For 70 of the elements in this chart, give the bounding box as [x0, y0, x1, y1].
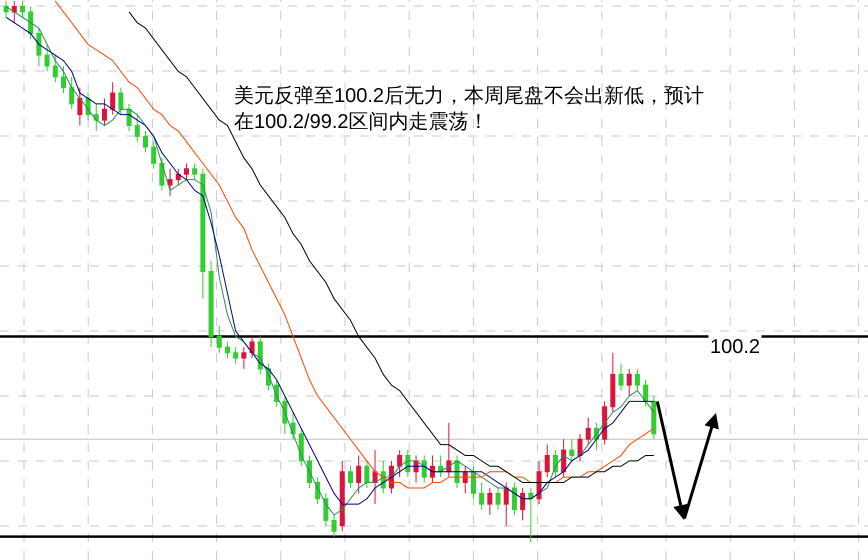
- candlestick: [12, 0, 17, 24]
- candlestick: [323, 492, 328, 526]
- candlestick: [578, 433, 583, 462]
- candlestick: [306, 454, 312, 488]
- candlestick: [340, 460, 345, 532]
- candlestick: [586, 417, 591, 446]
- candlestick: [298, 428, 304, 467]
- candlestick: [462, 466, 468, 494]
- candlestick: [438, 454, 444, 478]
- candlestick: [77, 87, 82, 126]
- candlestick: [110, 82, 116, 116]
- candlestick: [44, 44, 50, 72]
- candlestick: [520, 487, 526, 521]
- candlestick: [102, 98, 107, 126]
- candlestick: [643, 379, 648, 408]
- candlestick: [36, 28, 42, 66]
- candlestick: [651, 395, 656, 440]
- candlestick: [241, 346, 246, 370]
- candlestick: [142, 130, 148, 154]
- candlestick: [69, 76, 74, 110]
- candlestick: [618, 363, 624, 392]
- candlestick: [561, 438, 566, 478]
- candlestick: [94, 103, 99, 132]
- candlestick: [192, 162, 198, 180]
- candlestick: [151, 141, 156, 170]
- candlestick: [290, 412, 296, 440]
- candlestick: [224, 341, 230, 359]
- candlestick: [504, 482, 509, 526]
- candlestick: [208, 260, 214, 348]
- candlestick: [332, 514, 337, 538]
- annotation: 美元反弹至100.2后无力，本周尾盘不会出新低，预计在100.2/99.2区间内走震荡！: [234, 84, 704, 133]
- candlestick: [487, 487, 492, 516]
- candlestick: [536, 460, 542, 505]
- candlestick: [176, 168, 181, 186]
- candlestick: [60, 66, 66, 94]
- candlestick: [233, 346, 238, 364]
- candlestick: [397, 450, 402, 478]
- candlestick: [52, 54, 58, 83]
- candlestick: [216, 325, 222, 354]
- candlestick: [610, 352, 616, 413]
- candlestick: [446, 422, 452, 478]
- candlestick: [348, 466, 353, 488]
- candlestick: [364, 460, 370, 488]
- candlestick: [372, 450, 378, 505]
- candlestick: [470, 466, 476, 500]
- candlestick: [544, 444, 550, 478]
- candlestick: [528, 487, 534, 543]
- candlestick: [159, 157, 164, 191]
- candlestick: [430, 454, 435, 484]
- candlestick: [168, 168, 173, 196]
- candlestick: [356, 454, 362, 494]
- candlestick: [28, 6, 34, 40]
- candlestick: [184, 162, 189, 180]
- candlestick: [422, 454, 427, 484]
- candlestick: [634, 368, 640, 392]
- candlestick: [602, 400, 608, 446]
- candlestick: [118, 87, 124, 116]
- candlestick: [200, 168, 206, 300]
- candlestick: [626, 368, 632, 396]
- candlestick: [479, 482, 484, 510]
- candlestick: [569, 438, 574, 462]
- candlestick: [496, 487, 501, 510]
- candlestick: [250, 336, 255, 359]
- candlestick: [512, 482, 517, 516]
- candlestick: [258, 336, 263, 375]
- text: 100.2: [710, 336, 760, 358]
- candlestick: [134, 114, 140, 142]
- candlestick: [4, 0, 9, 18]
- candlestick: [282, 395, 288, 434]
- candlestick: [20, 0, 25, 18]
